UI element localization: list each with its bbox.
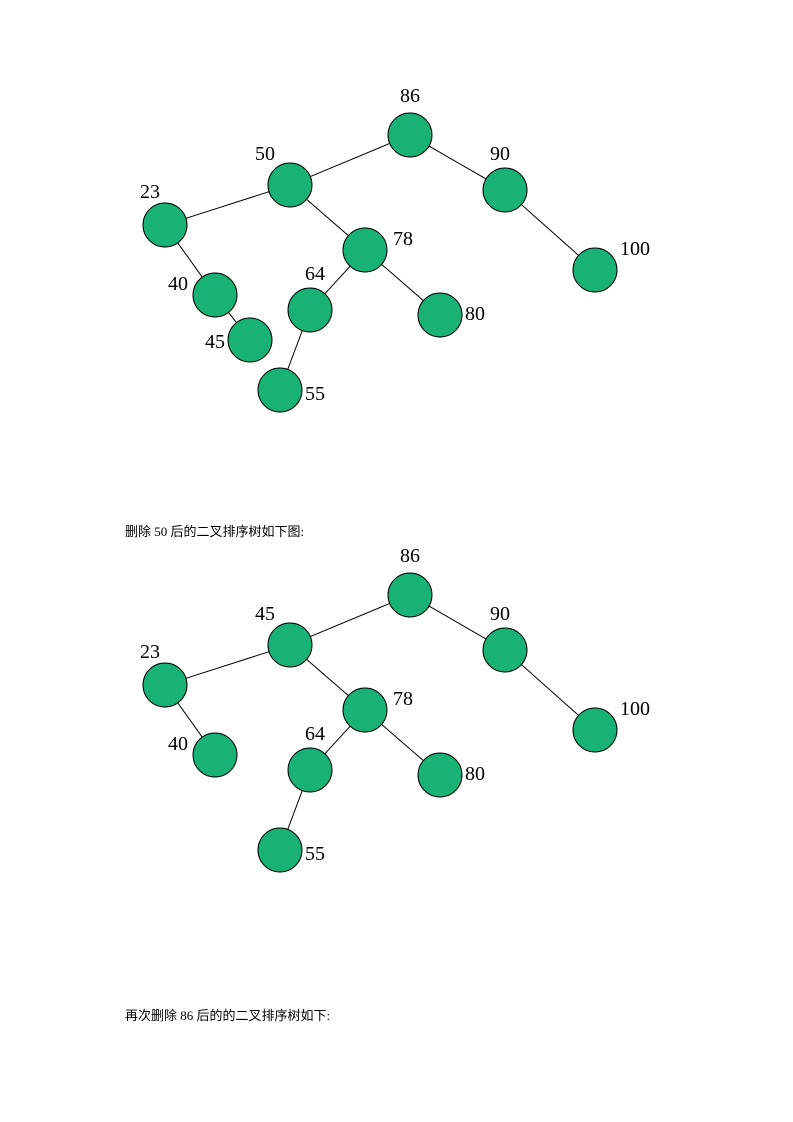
tree-node [388,113,432,157]
tree-node [268,163,312,207]
tree-node-label: 78 [393,688,413,710]
tree-node [288,748,332,792]
tree-edge [186,192,269,219]
tree-node [483,168,527,212]
tree-edge [288,791,303,830]
tree-node-label: 23 [140,641,160,663]
tree-node [573,248,617,292]
tree-node [573,708,617,752]
tree-node-label: 80 [465,303,485,325]
tree-node [343,688,387,732]
tree-edge [310,143,389,176]
tree-edge [429,146,486,179]
tree-node-label: 90 [490,603,510,625]
tree-node [143,203,187,247]
tree-node [343,228,387,272]
tree-node-label: 100 [620,238,650,260]
tree-node-label: 64 [305,263,325,285]
tree-node [288,288,332,332]
tree-node [193,273,237,317]
tree-node-label: 78 [393,228,413,250]
tree-node [418,753,462,797]
tree-node [268,623,312,667]
tree-edge [429,606,486,639]
tree-node [388,573,432,617]
tree-edge [310,603,389,636]
tree-node [143,663,187,707]
tree-node-label: 90 [490,143,510,165]
tree-node-label: 64 [305,723,325,745]
tree-node [193,733,237,777]
tree-node [418,293,462,337]
page: 86 50 90 23 78 100 40 64 80 45 55 删除 50 后的二叉排序树如下图… [0,0,793,1122]
caption-after-delete-86: 再次删除 86 后的的二叉排序树如下: [125,1005,330,1024]
tree-node [483,628,527,672]
tree-edge [307,199,349,235]
tree-node-label: 55 [305,383,325,405]
tree-node [228,318,272,362]
tree-node-label: 45 [205,331,225,353]
tree-node-label: 40 [168,273,188,295]
tree-node-label: 40 [168,733,188,755]
tree-edge [307,659,349,695]
tree-diagram-1: 86 50 90 23 78 100 40 64 80 45 55 [110,80,670,440]
tree-node-label: 50 [255,143,275,165]
tree-node-label: 23 [140,181,160,203]
tree-edge [288,331,303,370]
tree-edge [178,703,202,737]
tree-diagram-2: 86 45 90 23 78 100 40 64 80 55 [110,540,670,900]
tree-node-label: 86 [400,85,420,107]
tree-edge [382,264,424,300]
tree-node-label: 55 [305,843,325,865]
tree-node-label: 45 [255,603,275,625]
tree-edge [521,665,578,716]
tree-node-label: 86 [400,545,420,567]
tree-edge [186,652,269,679]
tree-edge [178,243,202,277]
tree-edge [325,726,350,754]
tree-node [258,368,302,412]
tree-edge [229,312,237,322]
caption-after-delete-50: 删除 50 后的二叉排序树如下图: [125,521,304,540]
tree-edge [521,205,578,256]
tree-edge [382,724,424,760]
tree-node-label: 100 [620,698,650,720]
tree-node-label: 80 [465,763,485,785]
tree-edge [325,266,350,294]
tree-node [258,828,302,872]
